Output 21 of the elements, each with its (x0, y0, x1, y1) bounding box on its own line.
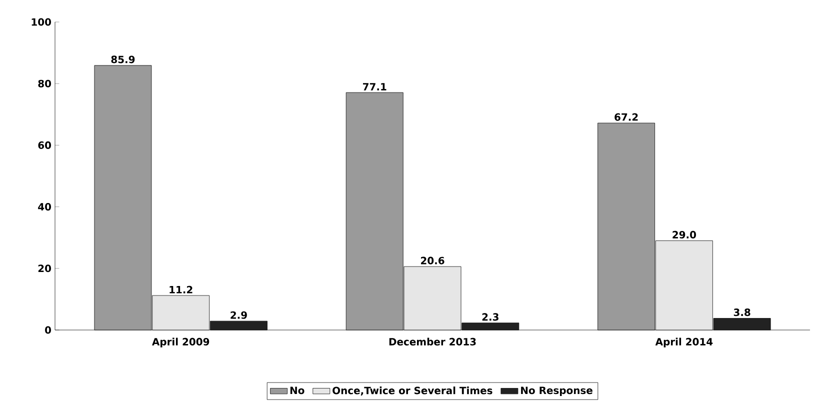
data-label: 3.8 (734, 308, 750, 316)
legend-label: No (290, 386, 304, 394)
y-tick-label: 100 (32, 18, 52, 26)
data-label: 11.2 (170, 286, 192, 294)
y-tick-label: 80 (38, 80, 52, 88)
data-label: 2.9 (230, 311, 247, 319)
y-tick-label: 60 (38, 141, 52, 149)
y-tick-label: 20 (38, 264, 52, 272)
data-label: 2.3 (482, 313, 498, 321)
x-tick-label: April 2009 (152, 338, 210, 348)
x-tick-label: April 2014 (655, 338, 713, 348)
legend-label: Once,Twice or Several Times (332, 386, 492, 396)
data-label: 77.1 (363, 83, 386, 90)
data-label: 85.9 (111, 56, 135, 64)
y-tick-label: 40 (38, 203, 52, 211)
data-label: 67.2 (614, 113, 638, 121)
data-label: 29.0 (672, 230, 696, 238)
x-tick-label: December 2013 (389, 338, 476, 346)
legend-label: No Response (521, 386, 592, 396)
data-label: 20.6 (421, 256, 444, 264)
y-tick-label: 0 (45, 326, 52, 334)
